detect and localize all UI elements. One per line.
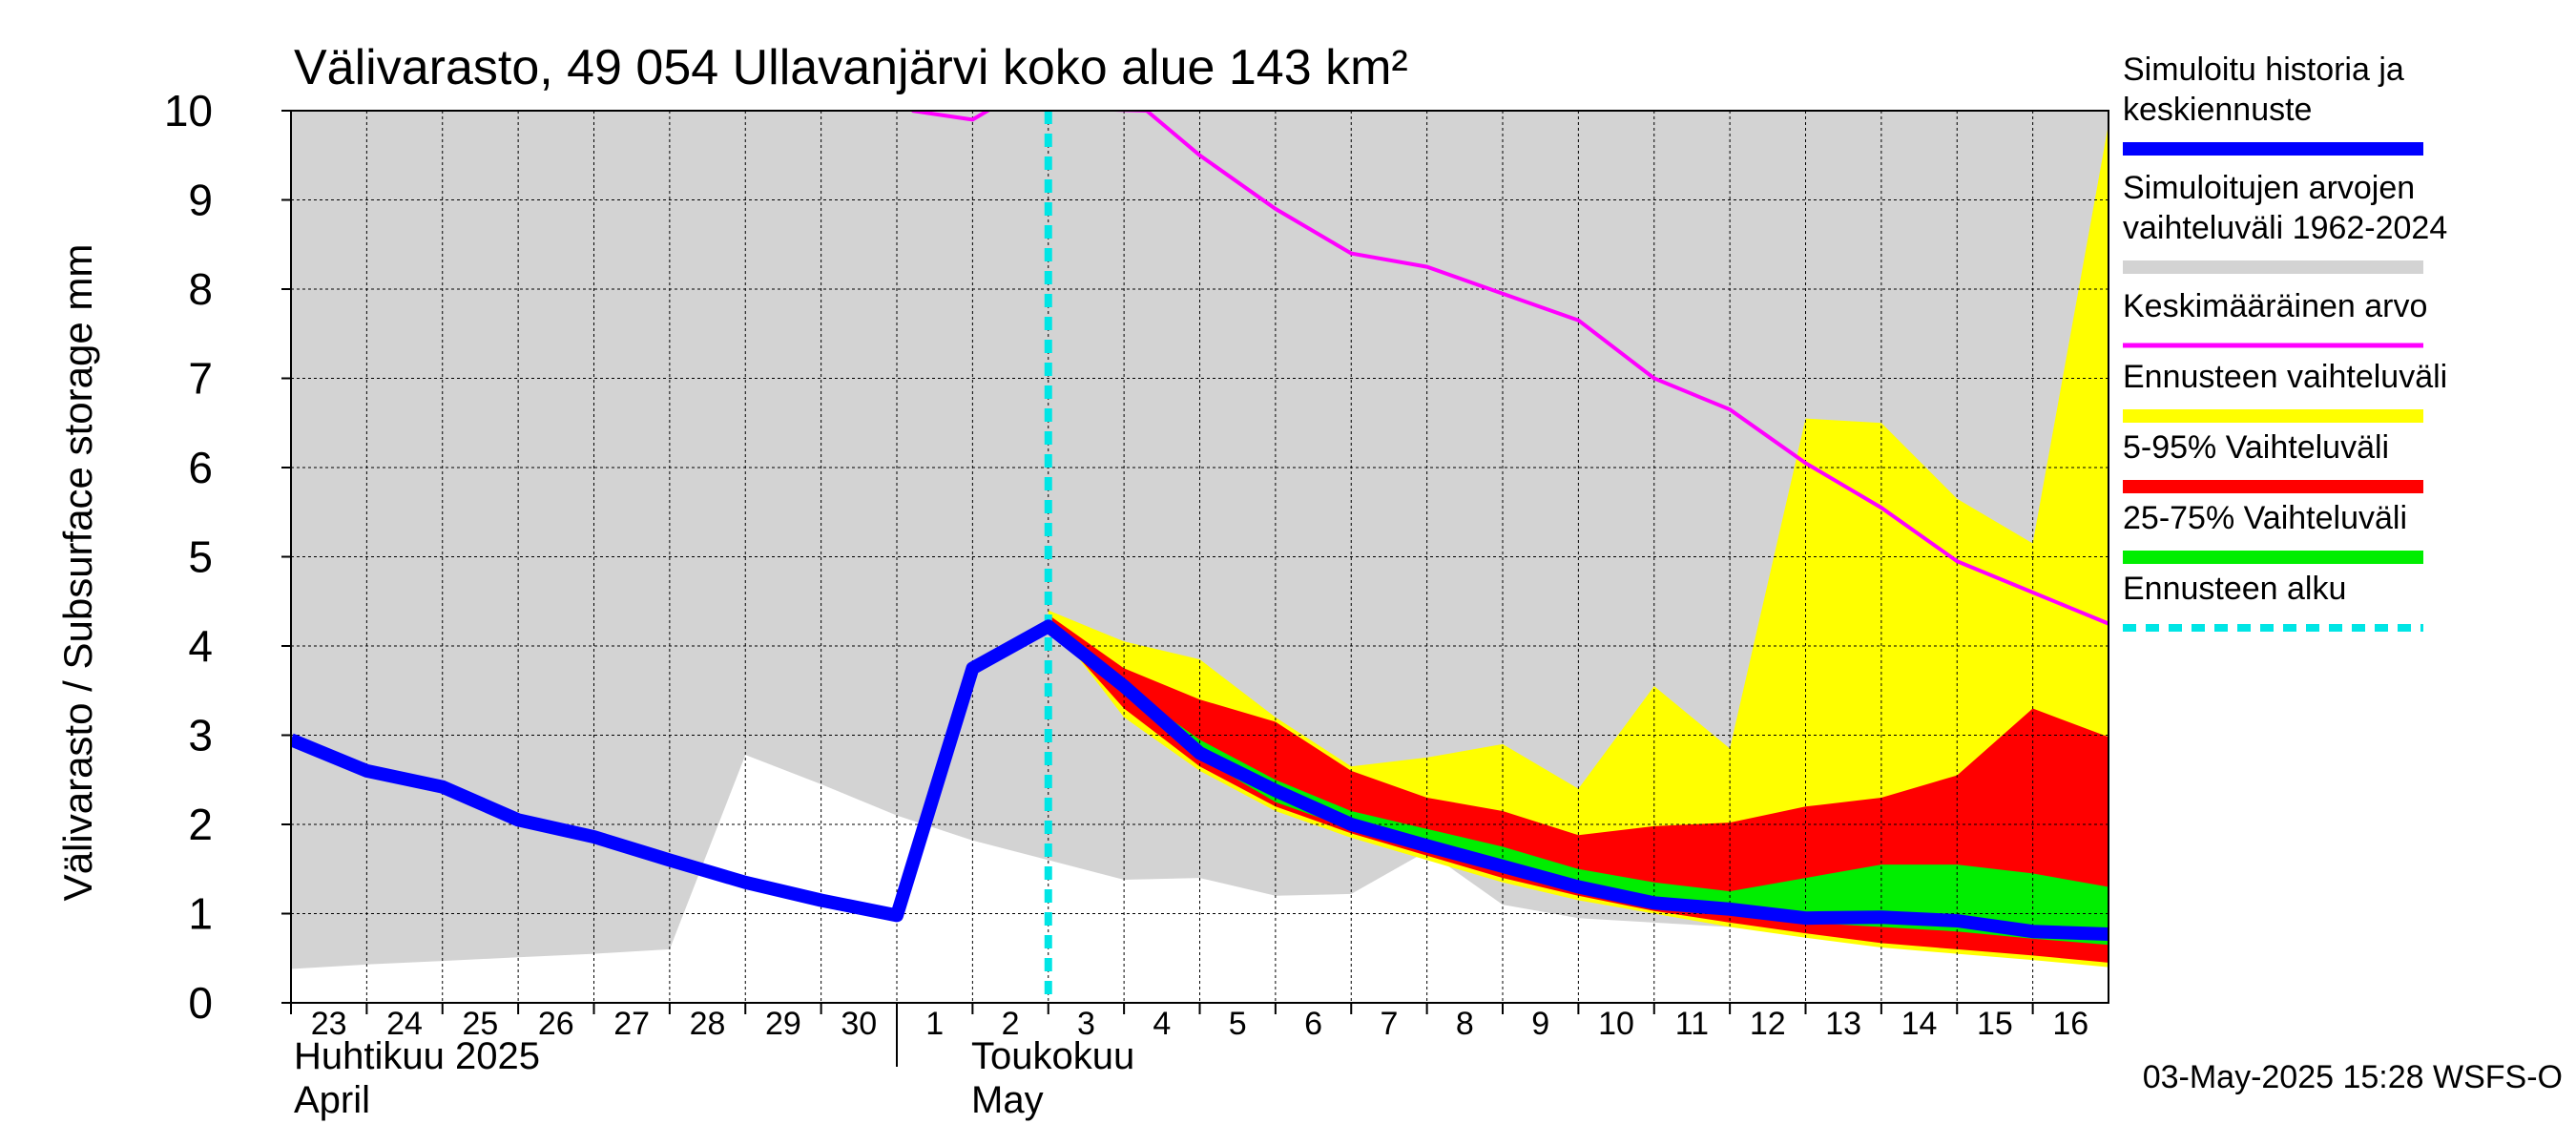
x-tick-label: 16 xyxy=(2052,1006,2088,1042)
legend-label: 5-95% Vaihteluväli xyxy=(2123,429,2389,466)
x-tick-label: 23 xyxy=(311,1006,347,1042)
y-axis: 0 1 2 3 4 5 6 7 8 9 10 xyxy=(164,86,291,1028)
x-tick-label: 13 xyxy=(1825,1006,1861,1042)
x-tick-label: 5 xyxy=(1229,1006,1247,1042)
legend-item-p25-75: 25-75% Vaihteluväli xyxy=(2123,500,2423,564)
x-tick-label: 15 xyxy=(1977,1006,2013,1042)
y-tick-label: 7 xyxy=(188,354,213,404)
legend: Simuloitu historia jakeskiennusteSimuloi… xyxy=(2123,52,2447,632)
y-tick-label: 1 xyxy=(188,889,213,939)
x-tick-label: 27 xyxy=(613,1006,650,1042)
legend-label: Ennusteen alku xyxy=(2123,571,2346,607)
legend-label: Simuloitu historia ja xyxy=(2123,52,2404,88)
x-tick-label: 4 xyxy=(1153,1006,1171,1042)
x-tick-label: 6 xyxy=(1304,1006,1322,1042)
legend-item-forecast-start: Ennusteen alku xyxy=(2123,571,2423,632)
y-tick-label: 6 xyxy=(188,443,213,492)
x-tick-label: 14 xyxy=(1901,1006,1938,1042)
legend-item-history: Simuloitu historia ja keskiennuste xyxy=(2123,52,2423,156)
x-tick-label: 24 xyxy=(386,1006,423,1042)
x-tick-label: 3 xyxy=(1077,1006,1095,1042)
month-label-april-en: April xyxy=(294,1079,370,1121)
x-tick-label: 28 xyxy=(690,1006,726,1042)
y-tick-label: 8 xyxy=(188,264,213,314)
history-mean-line xyxy=(291,619,2109,941)
y-tick-label: 0 xyxy=(188,978,213,1028)
legend-label: keskiennuste xyxy=(2123,92,2312,128)
y-tick-label: 3 xyxy=(188,711,213,760)
x-axis: 23 24 25 26 27 28 29 30 1 2 3 4 5 6 7 8 9 10 11 12 13 14 15 16 xyxy=(290,1003,2088,1042)
legend-item-simulated-range: Simuloitujen arvojen vaihteluväli 1962-20… xyxy=(2123,170,2447,274)
x-tick-label: 1 xyxy=(925,1006,944,1042)
legend-label: Keskimääräinen arvo xyxy=(2123,288,2427,324)
x-tick-label: 26 xyxy=(538,1006,574,1042)
legend-item-p5-95: 5-95% Vaihteluväli xyxy=(2123,429,2423,493)
plot-area xyxy=(290,110,2109,1004)
chart-title: Välivarasto, 49 054 Ullavanjärvi koko al… xyxy=(294,40,1408,95)
x-tick-label: 30 xyxy=(841,1006,877,1042)
x-tick-label: 8 xyxy=(1456,1006,1474,1042)
y-tick-label: 2 xyxy=(188,800,213,849)
month-label-april-fi: Huhtikuu 2025 xyxy=(294,1035,540,1077)
x-tick-label: 25 xyxy=(463,1006,499,1042)
legend-label: Ennusteen vaihteluväli xyxy=(2123,359,2447,395)
x-tick-label: 11 xyxy=(1675,1006,1709,1042)
month-label-may-en: May xyxy=(971,1079,1044,1121)
legend-item-forecast-range: Ennusteen vaihteluväli xyxy=(2123,359,2447,423)
x-tick-label: 7 xyxy=(1380,1006,1398,1042)
x-tick-label: 29 xyxy=(765,1006,801,1042)
y-tick-label: 10 xyxy=(164,86,213,135)
x-tick-label: 10 xyxy=(1598,1006,1634,1042)
legend-label: vaihteluväli 1962-2024 xyxy=(2123,210,2447,246)
y-tick-label: 5 xyxy=(188,532,213,582)
month-label-may-fi: Toukokuu xyxy=(971,1035,1134,1077)
y-axis-label: Välivarasto / Subsurface storage mm xyxy=(55,244,100,902)
legend-label: 25-75% Vaihteluväli xyxy=(2123,500,2407,536)
y-tick-label: 9 xyxy=(188,176,213,225)
legend-label: Simuloitujen arvojen xyxy=(2123,170,2415,206)
legend-item-mean: Keskimääräinen arvo xyxy=(2123,288,2427,348)
x-tick-label: 9 xyxy=(1531,1006,1549,1042)
x-tick-label: 2 xyxy=(1002,1006,1020,1042)
y-tick-label: 4 xyxy=(188,621,213,671)
footer-timestamp: 03-May-2025 15:28 WSFS-O xyxy=(2143,1059,2563,1095)
x-tick-label: 12 xyxy=(1750,1006,1786,1042)
mean-line xyxy=(911,111,2109,626)
month-labels: Huhtikuu 2025 April Toukokuu May xyxy=(294,1003,1134,1121)
